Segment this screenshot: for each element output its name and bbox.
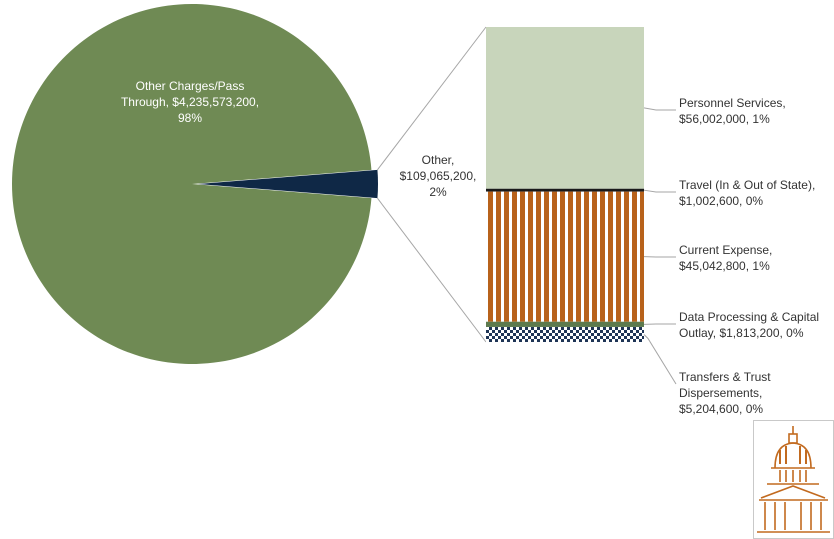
capitol-dome-icon — [753, 420, 834, 539]
bar-label-current-expense: Current Expense, $45,042,800, 1% — [679, 243, 773, 273]
pie — [12, 3, 378, 365]
bar-label-transfers-trust: Transfers & Trust Dispersements, $5,204,… — [679, 370, 771, 416]
bar-segment-transfers-trust-dispersements — [486, 326, 644, 342]
slice-label-other: Other, $109,065,200, 2% — [399, 153, 477, 199]
leader-line-transfers-trust-dispersements — [643, 334, 677, 385]
bar-segment-personnel-services — [486, 27, 644, 189]
pie-slice-other-charges-pass-through — [12, 3, 372, 365]
leader-lines — [643, 107, 677, 385]
bar-segment-data-processing-capital-outlay — [486, 321, 644, 327]
connector-bottom — [377, 197, 487, 343]
bar-label-personnel-services: Personnel Services, $56,002,000, 1% — [679, 96, 786, 126]
bar-label-travel: Travel (In & Out of State), $1,002,600, … — [679, 178, 816, 208]
leader-line-travel-in-out-of-state — [643, 189, 676, 193]
slice-label-other-charges: Other Charges/Pass Through, $4,235,573,2… — [120, 79, 260, 125]
bar-segment-current-expense — [486, 191, 644, 322]
leader-line-personnel-services — [643, 107, 676, 111]
bar-segment-travel-in-out-of-state — [486, 188, 644, 192]
connector-top — [377, 26, 487, 171]
pie-to-bar-connectors — [377, 26, 487, 343]
breakdown-bar — [486, 27, 644, 342]
pie-slice-other — [198, 169, 378, 199]
bar-label-data-processing: Data Processing & Capital Outlay, $1,813… — [679, 310, 820, 340]
